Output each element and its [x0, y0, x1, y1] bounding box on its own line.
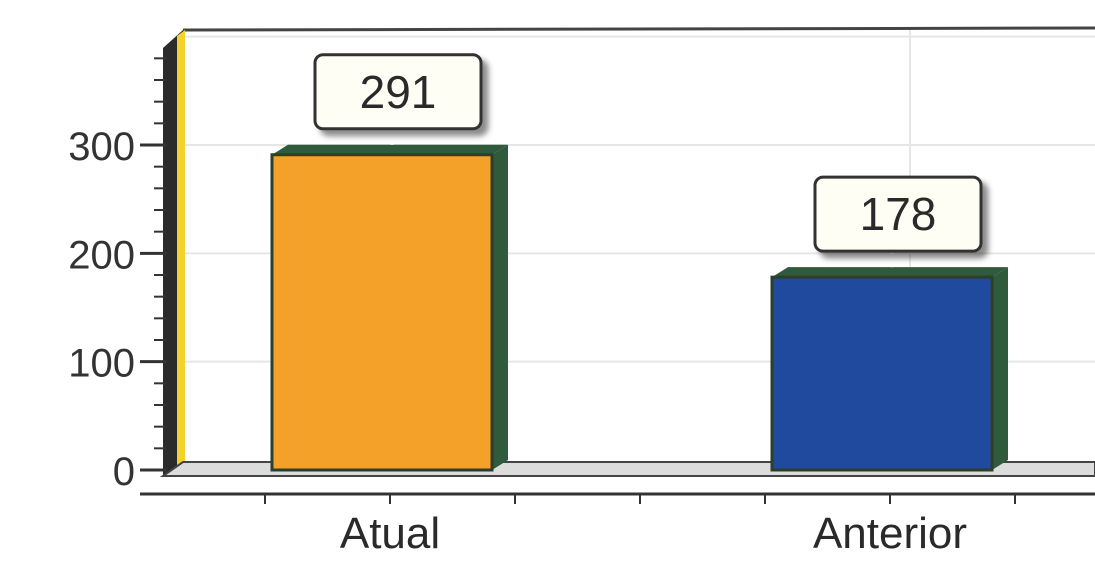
bar[interactable]: [270, 153, 494, 472]
y-tick-label: 100: [68, 342, 135, 386]
y-tick-label: 0: [113, 450, 135, 494]
x-category-label: Atual: [340, 509, 440, 556]
left-wall-edge: [177, 30, 185, 468]
data-label: 291: [360, 66, 437, 118]
bar-top: [272, 144, 508, 155]
data-label-box: [813, 175, 983, 253]
bar-side: [992, 267, 1008, 470]
bar-top: [772, 267, 1008, 278]
data-label-box: [313, 53, 483, 131]
x-category-label: Anterior: [813, 509, 967, 556]
bar[interactable]: [770, 275, 994, 472]
data-label: 178: [860, 188, 937, 240]
plot-top-border: [182, 26, 1095, 32]
bar-side: [492, 144, 508, 470]
y-tick-label: 200: [68, 233, 135, 277]
y-tick-label: 300: [68, 125, 135, 169]
